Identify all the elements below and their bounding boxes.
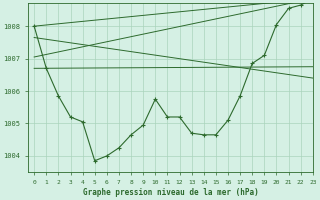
X-axis label: Graphe pression niveau de la mer (hPa): Graphe pression niveau de la mer (hPa) [83, 188, 258, 197]
